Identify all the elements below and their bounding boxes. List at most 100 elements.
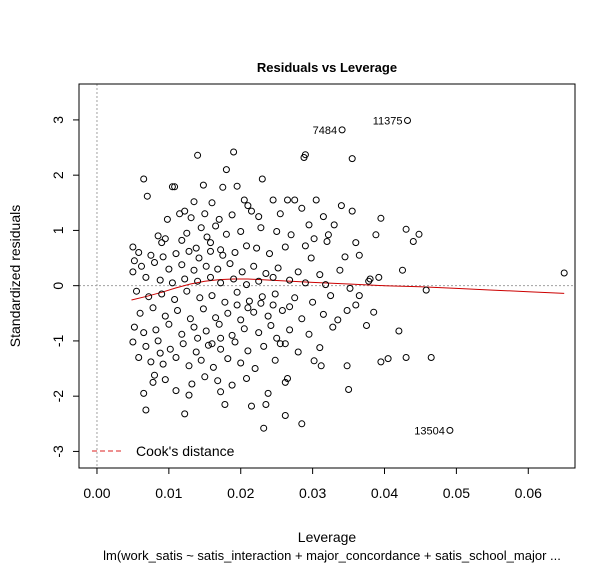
loess-smoother-line bbox=[131, 278, 565, 301]
data-point bbox=[271, 290, 279, 298]
data-point bbox=[348, 207, 356, 215]
data-point bbox=[165, 320, 173, 328]
data-point bbox=[142, 273, 150, 281]
data-point bbox=[222, 230, 230, 238]
data-point bbox=[319, 213, 327, 221]
outlier-label: 11375 bbox=[373, 116, 403, 128]
data-point bbox=[178, 236, 186, 244]
data-point bbox=[286, 303, 294, 311]
data-point bbox=[310, 235, 318, 243]
data-point bbox=[312, 196, 320, 204]
data-point bbox=[301, 242, 309, 250]
data-point bbox=[154, 337, 162, 345]
data-point bbox=[269, 273, 277, 281]
data-point bbox=[377, 214, 385, 222]
data-point bbox=[133, 287, 140, 295]
data-point bbox=[231, 249, 239, 256]
data-point bbox=[255, 329, 263, 337]
data-point bbox=[208, 340, 216, 348]
data-point bbox=[243, 375, 250, 382]
data-point bbox=[176, 210, 184, 218]
data-point bbox=[228, 381, 236, 389]
data-point bbox=[281, 378, 289, 386]
data-point bbox=[138, 262, 145, 270]
data-point bbox=[161, 312, 169, 320]
data-point bbox=[154, 232, 162, 240]
data-point bbox=[217, 345, 225, 353]
point-labels-layer: 11375 7484 13504 bbox=[313, 116, 445, 438]
data-point bbox=[140, 175, 148, 183]
data-point bbox=[199, 181, 207, 189]
data-point bbox=[294, 268, 302, 276]
data-point bbox=[262, 270, 270, 277]
data-point bbox=[301, 279, 309, 287]
data-point bbox=[250, 308, 258, 316]
data-point bbox=[228, 211, 236, 219]
data-point bbox=[286, 326, 294, 334]
data-point bbox=[230, 148, 238, 156]
data-point bbox=[181, 410, 189, 418]
data-point bbox=[245, 297, 253, 305]
data-point bbox=[402, 354, 410, 361]
data-point bbox=[402, 225, 410, 233]
data-point bbox=[377, 358, 385, 366]
data-point bbox=[166, 345, 174, 353]
y-tick-label: 3 bbox=[50, 116, 66, 124]
data-point bbox=[237, 359, 245, 367]
data-point bbox=[346, 284, 354, 292]
data-point bbox=[324, 231, 332, 239]
data-point bbox=[190, 198, 198, 206]
data-point bbox=[207, 247, 214, 255]
data-point bbox=[294, 348, 302, 356]
data-point bbox=[266, 250, 273, 258]
data-point bbox=[224, 355, 232, 363]
data-point bbox=[159, 253, 167, 261]
y-axis-label: Standardized residuals bbox=[7, 205, 23, 347]
data-point bbox=[171, 296, 179, 303]
data-point bbox=[243, 242, 250, 250]
data-point bbox=[233, 301, 241, 309]
data-point bbox=[185, 362, 193, 370]
data-point bbox=[260, 424, 268, 432]
data-point bbox=[168, 183, 176, 191]
data-point bbox=[336, 266, 344, 274]
data-point bbox=[244, 347, 252, 355]
data-point bbox=[281, 243, 289, 251]
data-point bbox=[151, 371, 158, 379]
data-point bbox=[305, 221, 313, 229]
data-point bbox=[237, 228, 245, 235]
data-point bbox=[327, 292, 335, 300]
data-point bbox=[129, 338, 137, 346]
data-point bbox=[269, 196, 277, 204]
data-point bbox=[343, 307, 351, 314]
data-point bbox=[257, 299, 265, 307]
data-point bbox=[287, 231, 295, 239]
data-point bbox=[273, 334, 281, 342]
x-tick-label: 0.00 bbox=[83, 485, 110, 501]
data-point bbox=[178, 261, 186, 269]
data-point bbox=[140, 389, 148, 397]
data-point bbox=[337, 202, 345, 210]
data-point bbox=[161, 376, 169, 384]
data-point bbox=[300, 154, 308, 161]
legend: Cook's distance bbox=[92, 443, 235, 459]
data-point bbox=[384, 355, 392, 363]
legend-label: Cook's distance bbox=[136, 443, 235, 459]
data-point bbox=[253, 244, 261, 252]
data-point bbox=[217, 279, 225, 287]
data-point bbox=[199, 305, 207, 313]
data-point bbox=[276, 210, 284, 218]
data-point bbox=[142, 406, 150, 414]
data-point bbox=[168, 279, 176, 287]
data-point bbox=[273, 228, 281, 235]
data-point bbox=[172, 250, 180, 258]
data-point bbox=[186, 315, 194, 323]
data-point bbox=[343, 362, 351, 370]
data-point bbox=[348, 155, 356, 163]
data-point bbox=[161, 235, 169, 243]
data-point bbox=[404, 117, 411, 124]
data-point bbox=[271, 356, 279, 364]
data-point bbox=[255, 213, 263, 221]
data-point bbox=[130, 257, 138, 265]
